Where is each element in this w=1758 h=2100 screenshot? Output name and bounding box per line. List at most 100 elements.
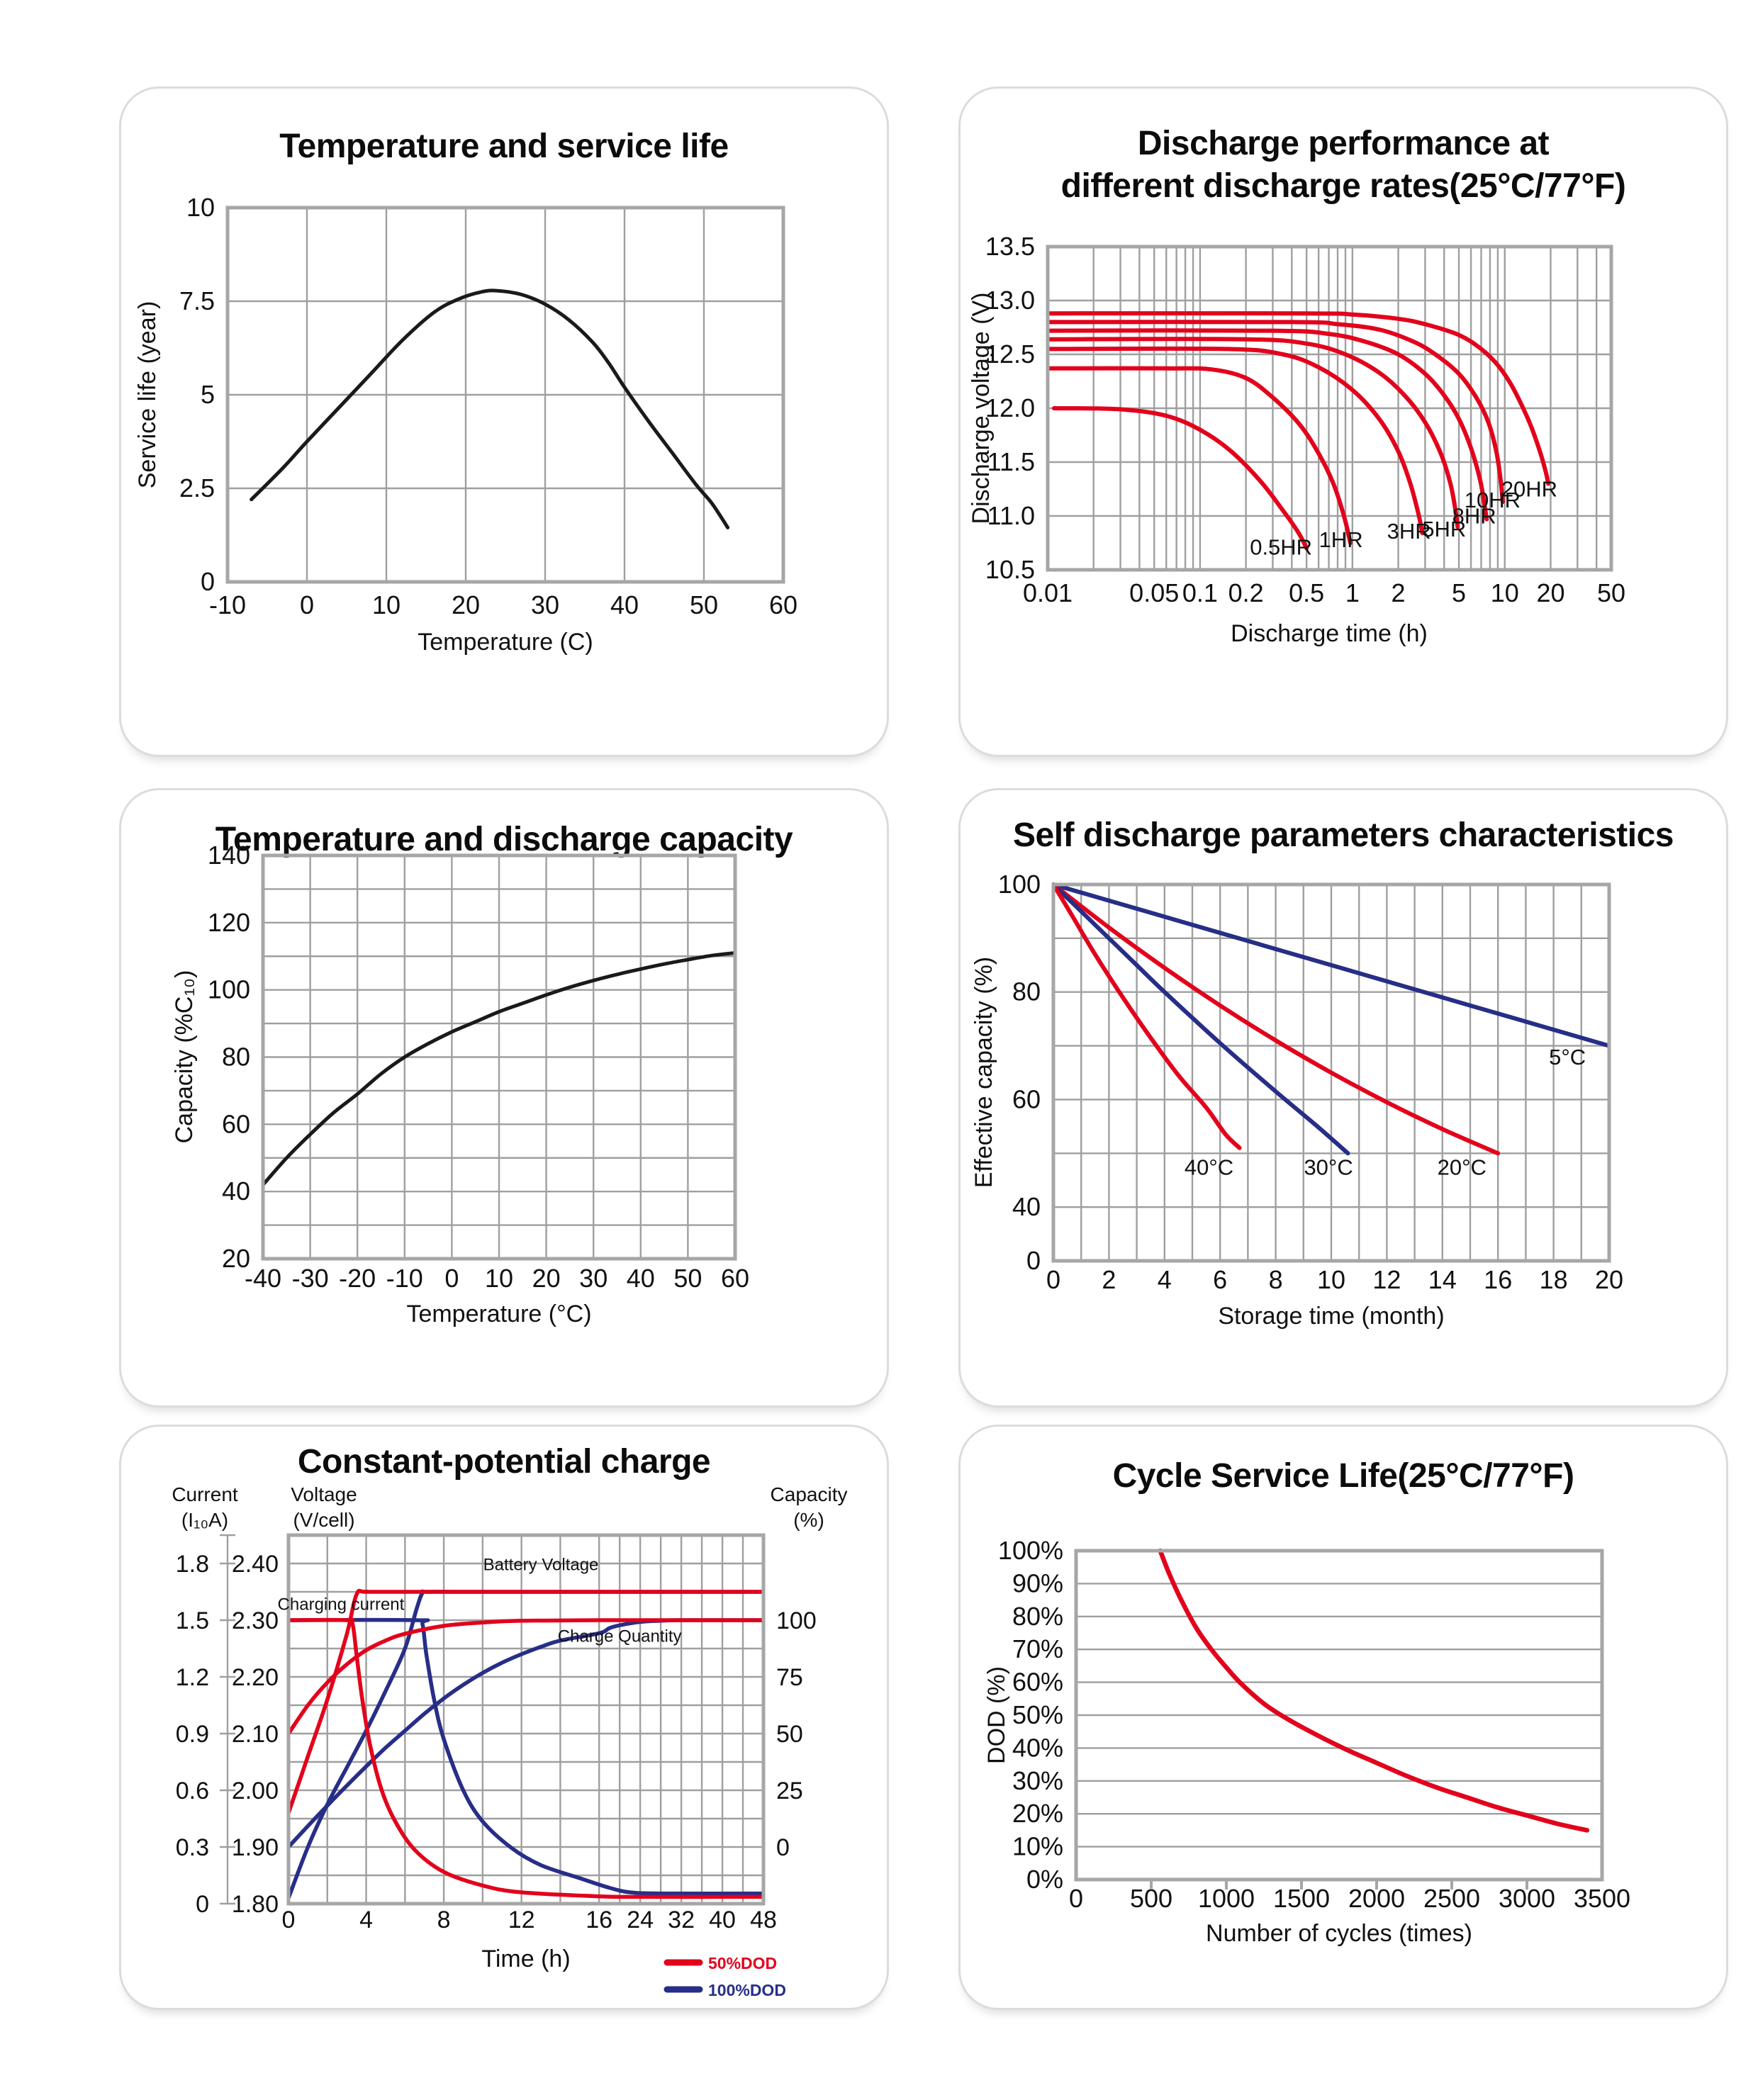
svg-text:30%: 30% bbox=[1012, 1766, 1063, 1795]
svg-text:0.6: 0.6 bbox=[176, 1778, 209, 1804]
chart-title-line-1: Discharge performance at bbox=[1137, 125, 1550, 162]
chart-title-constant-potential-charge: Constant-potential charge bbox=[297, 1443, 711, 1481]
svg-text:1: 1 bbox=[1345, 578, 1360, 607]
svg-text:60: 60 bbox=[769, 590, 797, 619]
svg-text:3500: 3500 bbox=[1574, 1884, 1630, 1913]
svg-text:0: 0 bbox=[300, 590, 314, 619]
svg-text:20: 20 bbox=[452, 590, 480, 619]
svg-text:0: 0 bbox=[201, 567, 215, 596]
svg-text:Capacity (%C₁₀): Capacity (%C₁₀) bbox=[171, 970, 198, 1144]
svg-text:1.90: 1.90 bbox=[232, 1834, 279, 1861]
svg-text:50: 50 bbox=[1597, 578, 1625, 607]
svg-text:5: 5 bbox=[1452, 578, 1466, 607]
svg-text:11.0: 11.0 bbox=[987, 501, 1035, 530]
svg-text:60: 60 bbox=[1012, 1084, 1041, 1113]
card-constant-potential-charge: Constant-potential charge Current (I₁₀A)… bbox=[119, 1425, 889, 2010]
svg-text:-10: -10 bbox=[209, 590, 246, 619]
svg-text:75: 75 bbox=[776, 1664, 803, 1691]
svg-text:11.5: 11.5 bbox=[987, 447, 1035, 476]
svg-text:40: 40 bbox=[610, 590, 639, 619]
voltage-axis-header: Voltage (V/cell) bbox=[291, 1483, 357, 1531]
temperature-discharge-capacity-chart: -40 -30 -20 -10 0 10 20 30 40 50 60 20 40 60 80 100 120 1… bbox=[171, 841, 749, 1327]
svg-text:40: 40 bbox=[1012, 1192, 1041, 1221]
svg-text:2.30: 2.30 bbox=[232, 1607, 279, 1634]
svg-text:2: 2 bbox=[1102, 1265, 1116, 1294]
svg-text:80%: 80% bbox=[1012, 1602, 1063, 1631]
chart-title-discharge-performance: Discharge performance at different disch… bbox=[961, 123, 1726, 208]
self-discharge-chart: 40°C 30°C 20°C 5°C 0 2 4 6 8 10 12 14 16 18 20 0 40 60 80 1… bbox=[970, 870, 1623, 1330]
card-cycle-service-life: Cycle Service Life(25°C/77°F) 0 500 1000 15… bbox=[958, 1425, 1728, 2010]
svg-text:10: 10 bbox=[1491, 578, 1519, 607]
svg-text:50%: 50% bbox=[1012, 1700, 1063, 1729]
svg-text:20: 20 bbox=[1595, 1265, 1623, 1294]
svg-text:0: 0 bbox=[1069, 1884, 1083, 1913]
svg-text:60: 60 bbox=[721, 1264, 749, 1293]
chart-title-line-2: different discharge rates(25°C/77°F) bbox=[1060, 167, 1626, 205]
svg-text:50: 50 bbox=[776, 1721, 803, 1748]
svg-text:4: 4 bbox=[1158, 1265, 1172, 1294]
svg-text:-40: -40 bbox=[245, 1264, 281, 1293]
svg-text:30: 30 bbox=[531, 590, 559, 619]
svg-text:100%DOD: 100%DOD bbox=[708, 1981, 786, 1999]
svg-text:Temperature (C): Temperature (C) bbox=[418, 629, 593, 656]
svg-text:100: 100 bbox=[776, 1607, 817, 1634]
card-temperature-service-life: Temperature and service life -10 0 10 20 30 4… bbox=[119, 86, 889, 757]
svg-text:80: 80 bbox=[1012, 977, 1041, 1006]
svg-text:40%: 40% bbox=[1012, 1733, 1063, 1762]
svg-text:0.3: 0.3 bbox=[176, 1834, 209, 1861]
svg-text:32: 32 bbox=[668, 1907, 695, 1933]
chart-title-temperature-discharge-capacity: Temperature and discharge capacity bbox=[215, 821, 793, 858]
chart-title-cycle-service-life: Cycle Service Life(25°C/77°F) bbox=[1112, 1457, 1574, 1495]
svg-text:0.5HR: 0.5HR bbox=[1250, 535, 1312, 560]
svg-text:16: 16 bbox=[586, 1907, 612, 1933]
constant-potential-charge-chart: Battery Voltage Charging current Charge Qu… bbox=[176, 1533, 817, 1999]
svg-text:2: 2 bbox=[1392, 578, 1406, 607]
svg-text:5°C: 5°C bbox=[1549, 1045, 1586, 1069]
svg-text:12: 12 bbox=[508, 1907, 535, 1933]
card-self-discharge: Self discharge parameters characteristic… bbox=[958, 788, 1728, 1408]
svg-text:0: 0 bbox=[444, 1264, 459, 1293]
svg-text:0: 0 bbox=[1046, 1265, 1060, 1294]
svg-text:Discharge time (h): Discharge time (h) bbox=[1231, 620, 1428, 647]
card-temperature-discharge-capacity: Temperature and discharge capacity -40 -3… bbox=[119, 788, 889, 1408]
svg-text:24: 24 bbox=[627, 1907, 654, 1933]
cycle-service-life-chart: 0 500 1000 1500 2000 2500 3000 35000%10%20%30%4… bbox=[983, 1536, 1630, 1947]
svg-text:Charge Quantity: Charge Quantity bbox=[558, 1627, 682, 1646]
svg-text:20: 20 bbox=[532, 1264, 561, 1293]
svg-text:10.5: 10.5 bbox=[985, 555, 1035, 584]
svg-text:25: 25 bbox=[776, 1778, 803, 1804]
svg-text:Battery Voltage: Battery Voltage bbox=[483, 1556, 599, 1575]
svg-text:6: 6 bbox=[1213, 1265, 1227, 1294]
svg-text:8: 8 bbox=[437, 1907, 451, 1933]
svg-text:13.5: 13.5 bbox=[985, 232, 1035, 261]
svg-text:0: 0 bbox=[282, 1907, 296, 1933]
svg-text:80: 80 bbox=[222, 1043, 250, 1072]
chart-title-self-discharge: Self discharge parameters characteristic… bbox=[1013, 816, 1674, 854]
svg-text:48: 48 bbox=[750, 1907, 777, 1933]
svg-text:10HR: 10HR bbox=[1465, 488, 1521, 512]
chart-title-temperature-service-life: Temperature and service life bbox=[279, 128, 729, 165]
svg-text:8: 8 bbox=[1269, 1265, 1283, 1294]
svg-text:12: 12 bbox=[1372, 1265, 1401, 1294]
svg-text:18: 18 bbox=[1540, 1265, 1568, 1294]
svg-text:Time (h): Time (h) bbox=[481, 1945, 570, 1972]
svg-text:100: 100 bbox=[998, 870, 1041, 899]
svg-text:-30: -30 bbox=[292, 1264, 329, 1293]
card-discharge-performance: Discharge performance at different disch… bbox=[958, 86, 1728, 757]
svg-text:20: 20 bbox=[1536, 578, 1564, 607]
current-axis-header: Current (I₁₀A) bbox=[172, 1483, 238, 1531]
svg-text:50: 50 bbox=[690, 590, 718, 619]
svg-text:0%: 0% bbox=[1026, 1865, 1063, 1894]
svg-text:0.2: 0.2 bbox=[1228, 578, 1264, 607]
svg-text:1HR: 1HR bbox=[1319, 527, 1363, 552]
svg-text:Effective capacity (%): Effective capacity (%) bbox=[970, 957, 997, 1188]
svg-text:Storage time (month): Storage time (month) bbox=[1218, 1303, 1444, 1330]
svg-text:60: 60 bbox=[222, 1109, 250, 1138]
svg-text:0.05: 0.05 bbox=[1129, 578, 1179, 607]
svg-text:40: 40 bbox=[627, 1264, 655, 1293]
svg-text:16: 16 bbox=[1484, 1265, 1512, 1294]
svg-text:40: 40 bbox=[709, 1907, 736, 1933]
svg-text:0.9: 0.9 bbox=[176, 1721, 209, 1748]
svg-text:120: 120 bbox=[208, 908, 250, 937]
